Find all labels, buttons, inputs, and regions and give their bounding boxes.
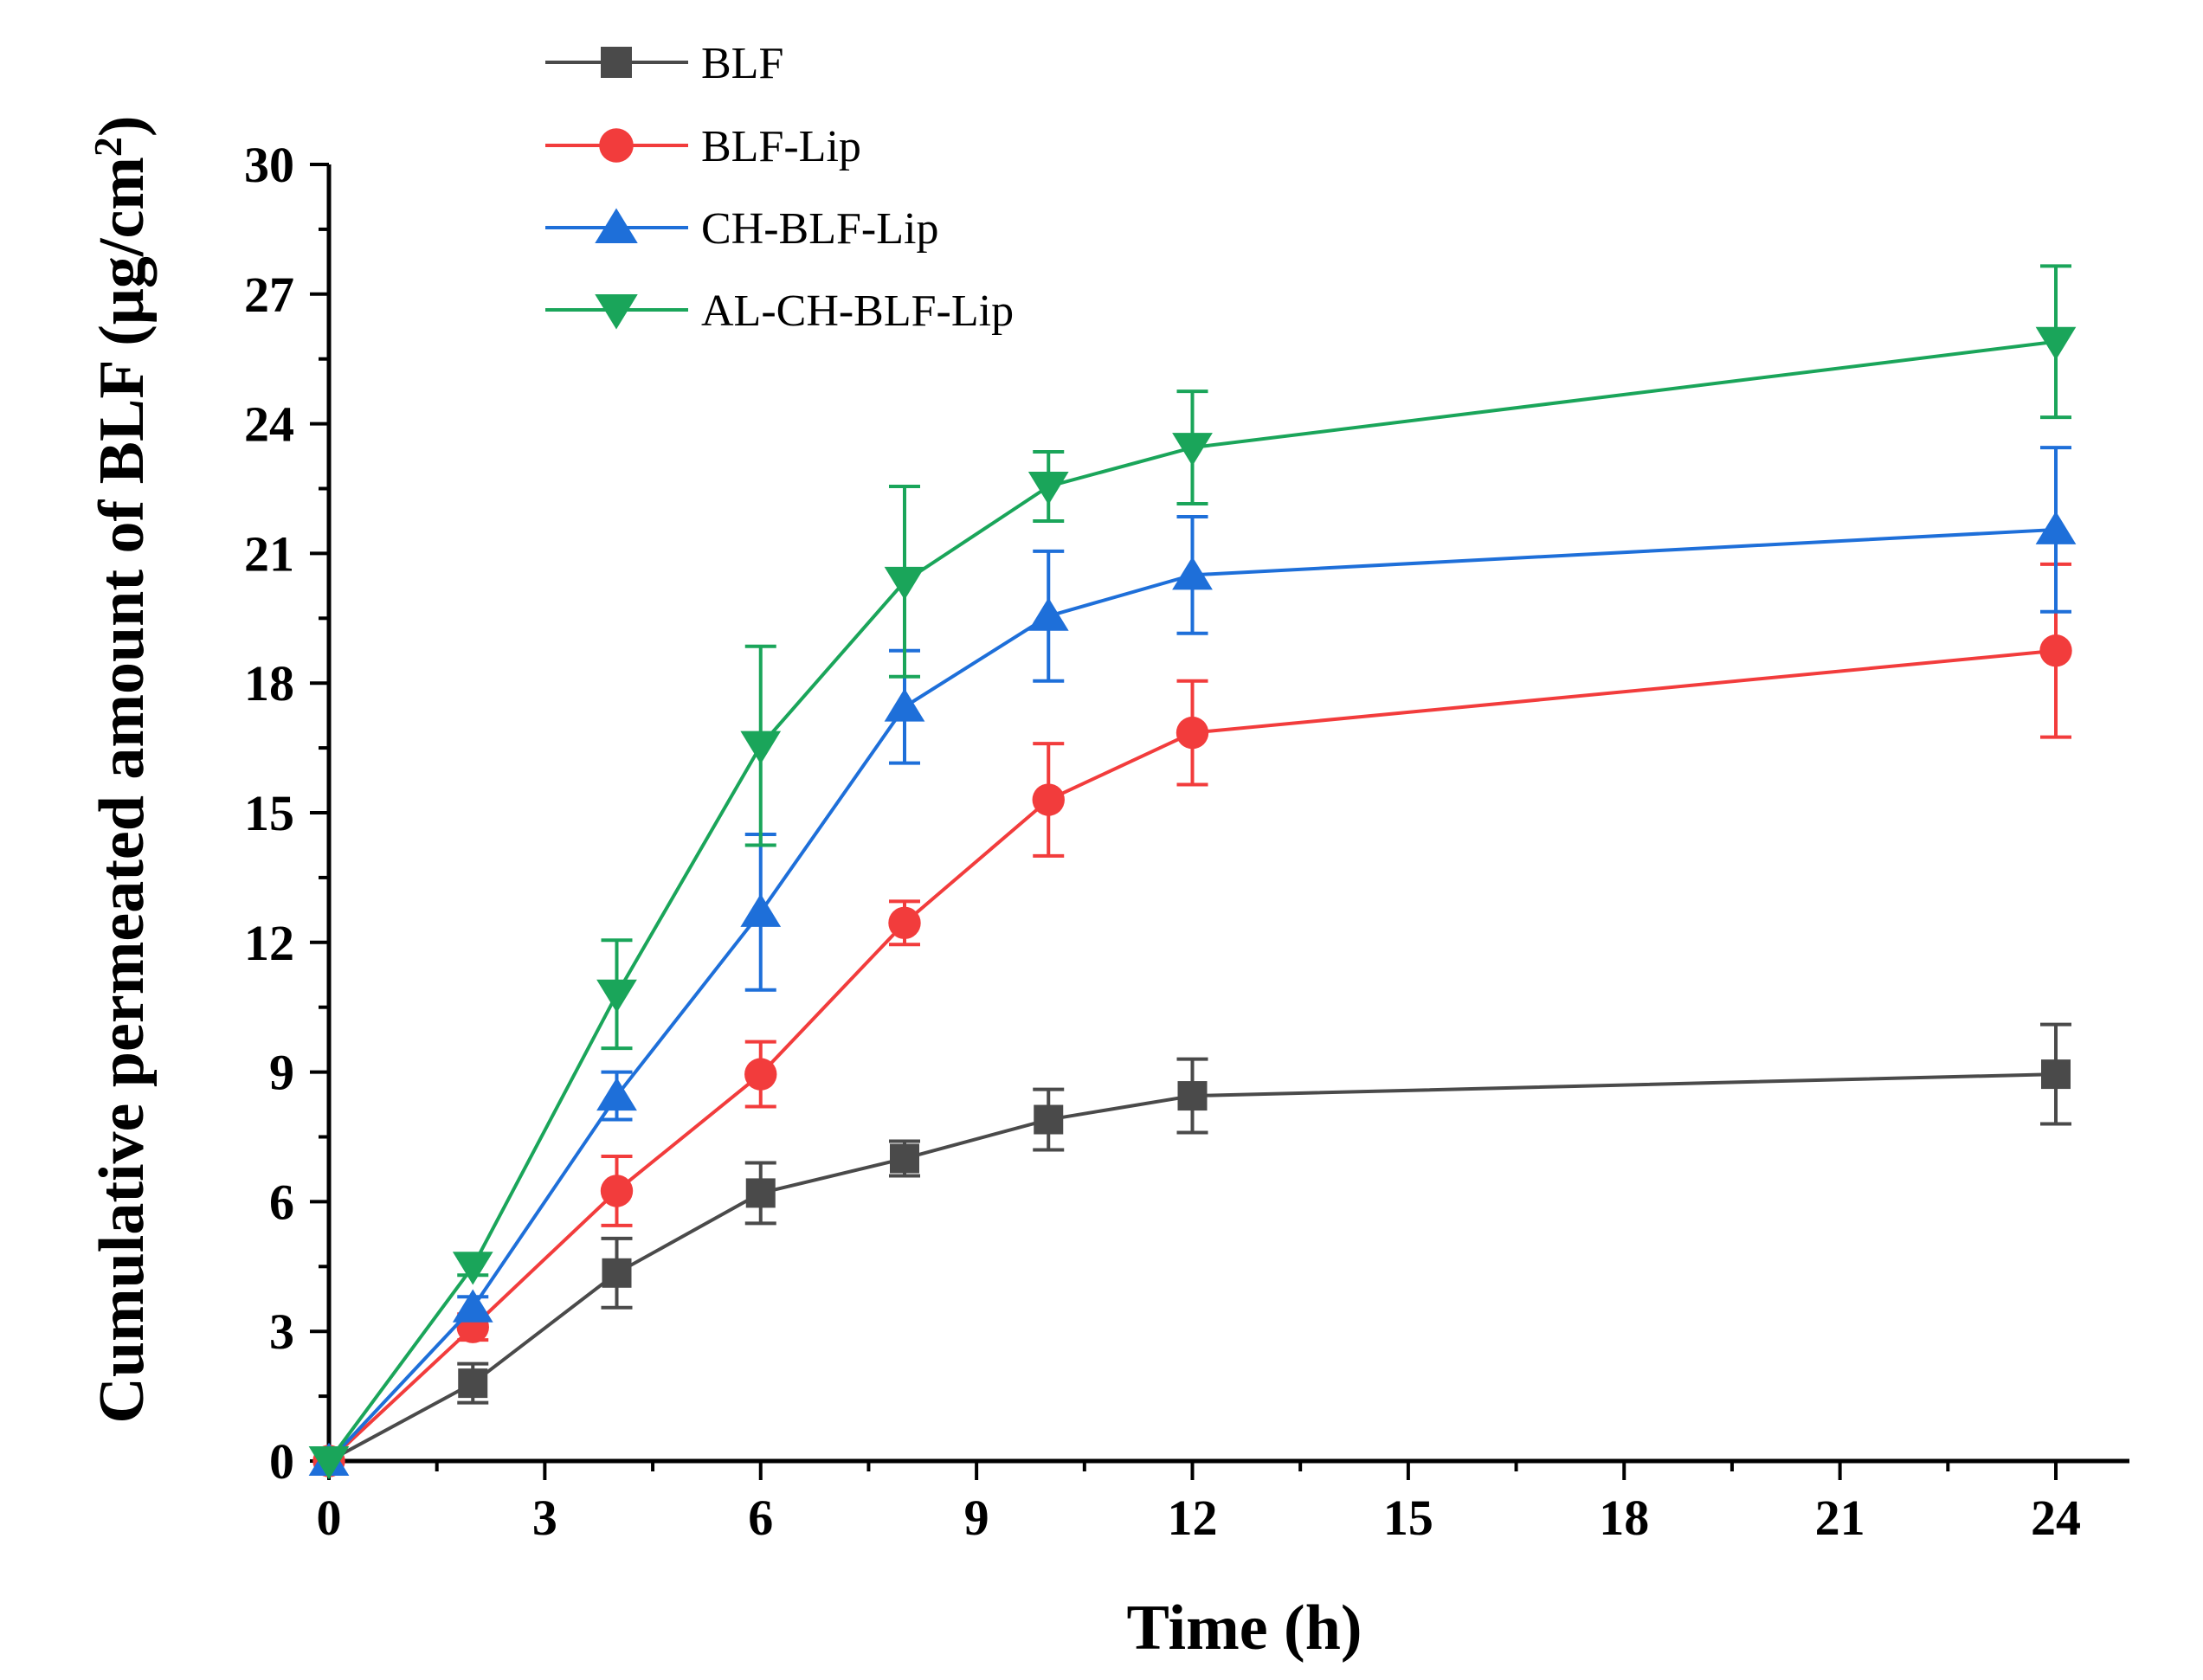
data-point bbox=[740, 731, 782, 764]
data-point bbox=[602, 1258, 632, 1288]
data-point bbox=[1027, 597, 1069, 631]
data-point bbox=[888, 906, 921, 940]
legend-item: BLF bbox=[545, 39, 783, 88]
x-tick-label: 21 bbox=[1815, 1490, 1865, 1546]
y-tick-label: 0 bbox=[269, 1433, 294, 1490]
legend-label: CH-BLF-Lip bbox=[701, 204, 938, 254]
series-line bbox=[327, 527, 2057, 1463]
data-point bbox=[596, 979, 637, 1013]
y-tick-label: 15 bbox=[244, 785, 294, 841]
x-tick-label: 18 bbox=[1599, 1490, 1649, 1546]
data-point bbox=[740, 893, 782, 927]
data-point bbox=[1027, 472, 1069, 505]
series-ch-blf-lip bbox=[308, 446, 2077, 1476]
data-point bbox=[745, 1178, 776, 1208]
y-axis-title: Cumulative permeated amount of BLF (μg/c… bbox=[86, 115, 158, 1423]
legend-label: AL-CH-BLF-Lip bbox=[701, 286, 1014, 336]
series-al-ch-blf-lip bbox=[308, 264, 2077, 1480]
y-tick-label: 6 bbox=[269, 1174, 294, 1230]
data-point bbox=[600, 1175, 634, 1207]
y-axis-title-superscript: 2 bbox=[86, 137, 130, 157]
legend-marker bbox=[595, 208, 638, 243]
legend: BLF BLF-Lip CH-BLF-Lip AL-CH-BLF-Lip bbox=[545, 39, 1014, 336]
legend-marker bbox=[595, 294, 638, 330]
legend-item: AL-CH-BLF-Lip bbox=[545, 286, 1014, 336]
y-axis-title-end: ) bbox=[87, 115, 158, 137]
data-point bbox=[452, 1252, 493, 1285]
x-tick-label: 24 bbox=[2031, 1490, 2081, 1546]
y-tick-label: 24 bbox=[244, 396, 294, 453]
x-tick-label: 6 bbox=[748, 1490, 773, 1546]
data-point bbox=[884, 688, 925, 722]
y-tick-label: 30 bbox=[244, 137, 294, 193]
data-point bbox=[2035, 326, 2077, 360]
series-line bbox=[328, 1072, 2057, 1463]
series-blf bbox=[314, 1022, 2071, 1476]
axes-layer: 0 3 6 9 12 15 18 21 24 0 3 6 9 12 15 18 21 24 27 30 bbox=[244, 137, 2129, 1546]
data-point bbox=[1172, 433, 1213, 467]
y-tick-label: 9 bbox=[269, 1045, 294, 1101]
x-tick-label: 15 bbox=[1383, 1490, 1433, 1546]
data-point bbox=[2039, 634, 2072, 667]
data-point bbox=[308, 1446, 350, 1480]
data-point bbox=[2041, 1059, 2071, 1090]
y-tick-label: 18 bbox=[244, 655, 294, 711]
data-point bbox=[744, 1058, 777, 1091]
data-point bbox=[1032, 783, 1065, 816]
y-tick-label: 21 bbox=[244, 525, 294, 582]
legend-item: BLF-Lip bbox=[545, 122, 861, 171]
data-point bbox=[890, 1143, 919, 1174]
x-axis-title: Time (h) bbox=[1126, 1593, 1362, 1664]
series-layer bbox=[308, 264, 2077, 1480]
y-tick-label: 3 bbox=[269, 1303, 294, 1360]
series-blf-lip bbox=[312, 562, 2072, 1477]
legend-marker bbox=[599, 128, 634, 163]
data-point bbox=[2035, 511, 2077, 544]
data-point bbox=[452, 1289, 493, 1323]
x-tick-label: 9 bbox=[964, 1490, 989, 1546]
x-tick-label: 12 bbox=[1168, 1490, 1218, 1546]
data-point bbox=[596, 1077, 637, 1111]
legend-marker bbox=[601, 47, 632, 78]
x-tick-label: 0 bbox=[317, 1490, 342, 1546]
series-line bbox=[327, 339, 2057, 1463]
data-point bbox=[1034, 1104, 1064, 1135]
y-tick-label: 27 bbox=[244, 267, 294, 323]
legend-label: BLF-Lip bbox=[701, 122, 861, 171]
legend-label: BLF bbox=[701, 39, 783, 88]
data-point bbox=[1176, 716, 1209, 750]
data-point bbox=[458, 1368, 488, 1399]
data-point bbox=[1177, 1081, 1208, 1111]
y-tick-label: 12 bbox=[244, 915, 294, 971]
data-point bbox=[884, 566, 925, 601]
data-point bbox=[1172, 557, 1213, 590]
x-tick-label: 3 bbox=[532, 1490, 557, 1546]
legend-item: CH-BLF-Lip bbox=[545, 204, 938, 254]
y-axis-title-main: Cumulative permeated amount of BLF (μg/c… bbox=[87, 157, 158, 1424]
series-line bbox=[327, 648, 2057, 1463]
